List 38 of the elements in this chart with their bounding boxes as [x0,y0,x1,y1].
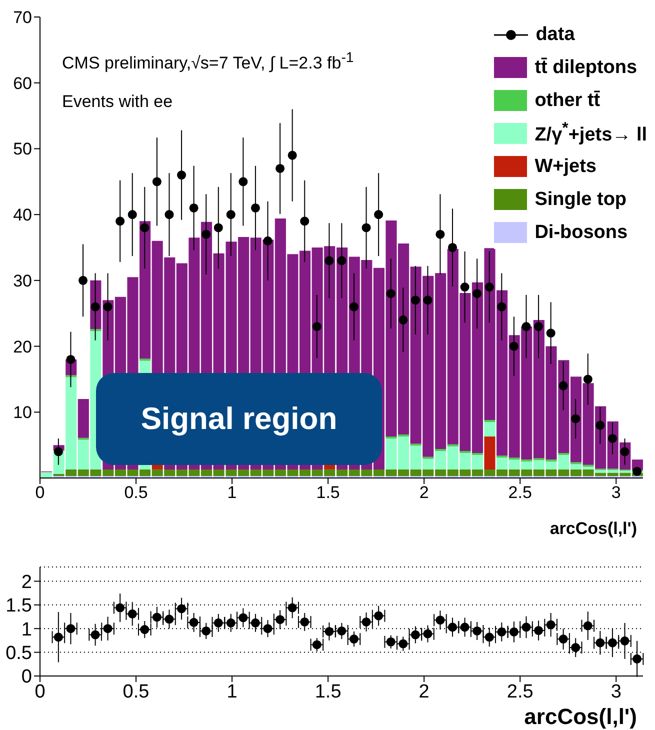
legend-label: other tt̄ [534,90,600,112]
y-tick-label: 70 [13,8,32,28]
legend-label: data [536,24,575,46]
x-axis-title: arcCos(l,l') [550,519,637,538]
y-tick-label: 0 [21,666,32,688]
x-axis-title: arcCos(l,l') [524,704,637,729]
legend-label: Z/γ$^{*}$+jets→ ll [534,120,647,147]
legend-label: Di-bosons [534,222,628,244]
x-tick-label: 1.5 [316,483,340,502]
legend-label: tt̄ dileptons [534,56,638,78]
legend-label: W+jets [534,156,596,178]
y-tick-label: 1.5 [6,596,32,617]
x-tick-label: 2 [418,681,430,702]
x-tick-label: 0 [34,681,46,702]
x-tick-label: 0 [35,483,45,502]
y-tick-label: 20 [13,337,32,356]
x-tick-label: 0.5 [122,681,150,702]
annotation: Signal region [96,373,382,465]
y-tick-label: 1 [21,619,32,640]
y-tick-label: 50 [13,140,32,159]
annotation: CMS preliminary,√s=7 TeV, ∫ L=2.3 fb$^{-1}$ [62,50,354,74]
x-tick-label: 0.5 [124,483,148,502]
x-tick-label: 1 [226,681,238,702]
x-tick-label: 2.5 [506,681,534,702]
x-tick-label: 2 [419,483,429,502]
y-tick-label: 60 [13,74,32,93]
x-tick-label: 3 [611,483,621,502]
y-tick-label: 30 [13,271,32,290]
y-tick-label: 0.5 [6,643,32,664]
x-tick-label: 3 [610,681,622,702]
legend-label: Single top [534,188,627,210]
x-tick-label: 1.5 [314,681,342,702]
x-tick-label: 1 [227,483,237,502]
y-tick-label: 10 [13,403,32,422]
y-tick-label: 40 [13,206,32,225]
annotation: Events with ee [62,92,173,112]
y-tick-label: 2 [21,572,32,593]
x-tick-label: 2.5 [508,483,532,502]
